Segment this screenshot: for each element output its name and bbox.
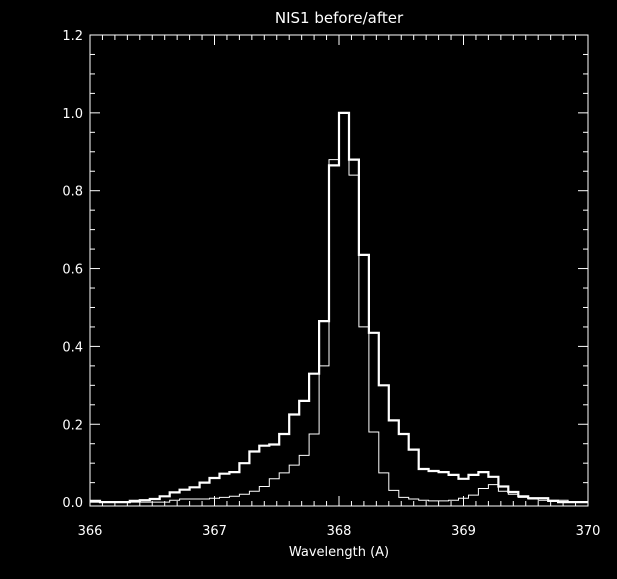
x-tick-label: 369 bbox=[451, 524, 476, 539]
y-tick-label: 0.8 bbox=[62, 185, 83, 200]
y-tick-label: 1.2 bbox=[62, 29, 83, 44]
y-tick-label: 0.0 bbox=[62, 496, 83, 511]
y-tick-label: 0.6 bbox=[62, 263, 83, 278]
y-tick-label: 0.2 bbox=[62, 418, 83, 433]
y-tick-label: 0.4 bbox=[62, 340, 83, 355]
x-tick-labels: 366 367 368 369 370 bbox=[78, 524, 601, 539]
x-axis-label: Wavelength (A) bbox=[289, 545, 389, 560]
chart-title: NIS1 before/after bbox=[275, 9, 404, 27]
y-tick-label: 1.0 bbox=[62, 107, 83, 122]
x-tick-label: 370 bbox=[576, 524, 601, 539]
x-tick-label: 367 bbox=[202, 524, 227, 539]
series-line-2 bbox=[90, 112, 588, 503]
series-line-1 bbox=[90, 111, 588, 504]
series-group bbox=[90, 111, 588, 504]
y-tick-labels: 0.0 0.2 0.4 0.6 0.8 1.0 1.2 bbox=[62, 29, 83, 511]
x-tick-label: 368 bbox=[327, 524, 352, 539]
x-tick-label: 366 bbox=[78, 524, 103, 539]
